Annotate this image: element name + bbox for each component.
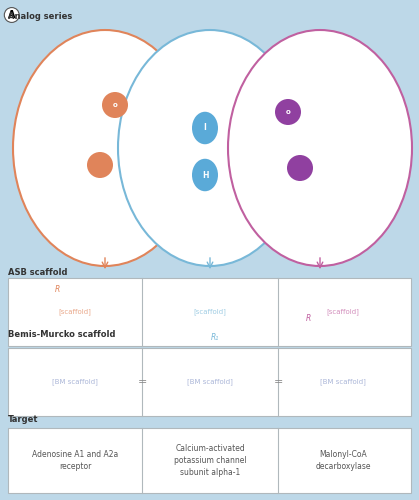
Ellipse shape <box>275 99 301 125</box>
Ellipse shape <box>192 159 218 191</box>
Text: [BM scaffold]: [BM scaffold] <box>320 378 366 386</box>
Text: Analog series: Analog series <box>8 12 72 21</box>
Text: R: R <box>54 286 59 294</box>
Text: ASB scaffold: ASB scaffold <box>8 268 67 277</box>
Text: A: A <box>8 10 16 20</box>
Text: o: o <box>286 109 290 115</box>
Ellipse shape <box>13 30 197 266</box>
Text: [BM scaffold]: [BM scaffold] <box>187 378 233 386</box>
FancyBboxPatch shape <box>8 428 411 493</box>
Text: [scaffold]: [scaffold] <box>326 308 360 316</box>
Ellipse shape <box>287 155 313 181</box>
Text: o: o <box>113 102 117 108</box>
Ellipse shape <box>87 152 113 178</box>
Text: I: I <box>204 124 207 132</box>
Text: Adenosine A1 and A2a
receptor: Adenosine A1 and A2a receptor <box>32 450 118 471</box>
Text: =: = <box>137 377 147 387</box>
Text: H: H <box>202 170 208 179</box>
Ellipse shape <box>118 30 302 266</box>
Text: R: R <box>305 314 310 324</box>
Text: =: = <box>273 377 283 387</box>
Text: Bemis-Murcko scaffold: Bemis-Murcko scaffold <box>8 330 116 339</box>
Ellipse shape <box>102 92 128 118</box>
Ellipse shape <box>192 112 218 144</box>
Text: Target: Target <box>8 415 39 424</box>
Text: Malonyl-CoA
decarboxylase: Malonyl-CoA decarboxylase <box>315 450 371 471</box>
FancyBboxPatch shape <box>8 278 411 346</box>
Text: R₁: R₁ <box>211 334 219 342</box>
Ellipse shape <box>228 30 412 266</box>
Text: [BM scaffold]: [BM scaffold] <box>52 378 98 386</box>
Text: [scaffold]: [scaffold] <box>194 308 226 316</box>
Text: [scaffold]: [scaffold] <box>59 308 91 316</box>
FancyBboxPatch shape <box>8 348 411 416</box>
Text: Calcium-activated
potassium channel
subunit alpha-1: Calcium-activated potassium channel subu… <box>174 444 246 477</box>
